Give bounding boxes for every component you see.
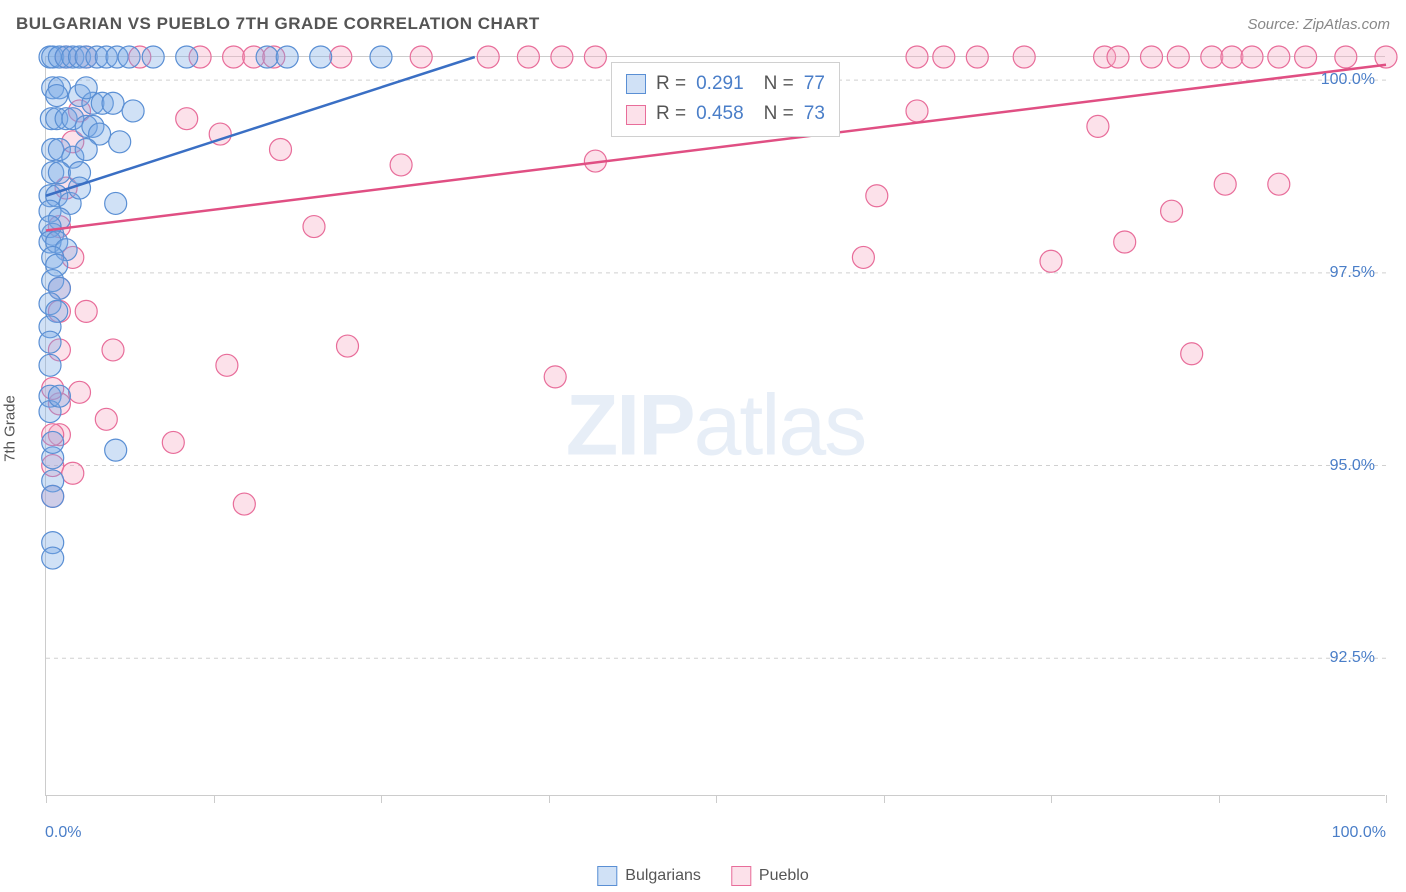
x-tick-mark — [1051, 795, 1052, 803]
legend-row-pink: R = 0.458 N = 73 — [626, 99, 825, 129]
legend-item-pueblo: Pueblo — [731, 866, 809, 886]
chart-plot-area: ZIPatlas 92.5%95.0%97.5%100.0% R = 0.291… — [45, 56, 1385, 796]
y-tick-label: 95.0% — [1330, 457, 1375, 475]
x-tick-left: 0.0% — [45, 824, 81, 842]
y-tick-label: 92.5% — [1330, 649, 1375, 667]
blue-swatch-icon — [626, 74, 646, 94]
y-tick-label: 100.0% — [1321, 71, 1375, 89]
r-value-pink: 0.458 — [696, 99, 744, 129]
r-value-blue: 0.291 — [696, 69, 744, 99]
pink-swatch-icon — [731, 866, 751, 886]
legend-label-pueblo: Pueblo — [759, 867, 809, 885]
x-tick-mark — [884, 795, 885, 803]
y-tick-label: 97.5% — [1330, 264, 1375, 282]
r-label: R = — [656, 69, 686, 99]
x-tick-mark — [716, 795, 717, 803]
legend-item-bulgarians: Bulgarians — [597, 866, 701, 886]
x-tick-mark — [1219, 795, 1220, 803]
y-axis-label: 7th Grade — [2, 395, 19, 462]
x-tick-right: 100.0% — [1332, 824, 1386, 842]
x-tick-mark — [549, 795, 550, 803]
scatter-svg — [46, 57, 1385, 795]
r-label: R = — [656, 99, 686, 129]
n-label: N = — [764, 99, 794, 129]
n-value-blue: 77 — [804, 69, 825, 99]
legend-row-blue: R = 0.291 N = 77 — [626, 69, 825, 99]
x-tick-mark — [1386, 795, 1387, 803]
source-attribution: Source: ZipAtlas.com — [1247, 16, 1390, 33]
pink-swatch-icon — [626, 105, 646, 125]
x-tick-mark — [46, 795, 47, 803]
series-legend: Bulgarians Pueblo — [597, 866, 808, 886]
blue-swatch-icon — [597, 866, 617, 886]
chart-title: BULGARIAN VS PUEBLO 7TH GRADE CORRELATIO… — [16, 14, 540, 34]
n-label: N = — [764, 69, 794, 99]
x-tick-mark — [381, 795, 382, 803]
legend-label-bulgarians: Bulgarians — [625, 867, 701, 885]
gridlines-group — [46, 80, 1386, 658]
correlation-legend: R = 0.291 N = 77 R = 0.458 N = 73 — [611, 62, 840, 137]
n-value-pink: 73 — [804, 99, 825, 129]
x-tick-mark — [214, 795, 215, 803]
